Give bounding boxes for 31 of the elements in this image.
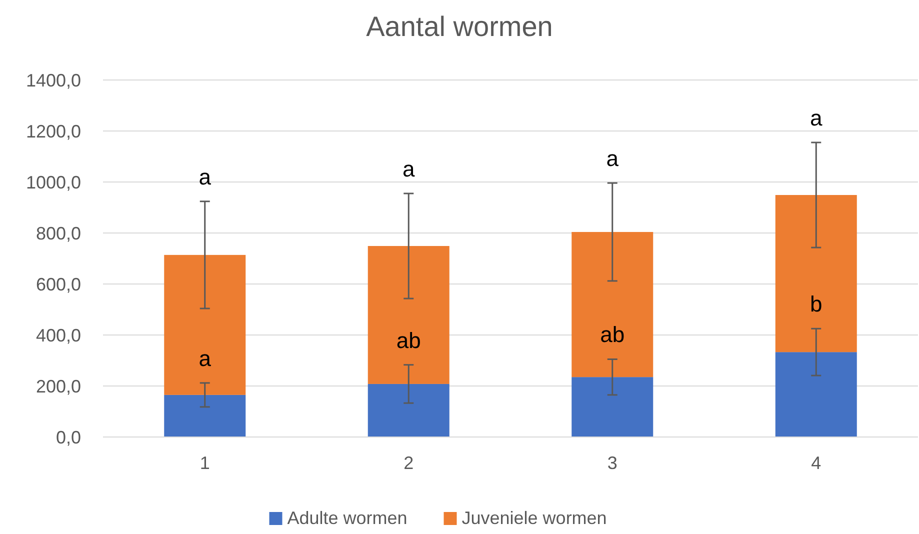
annotation: ab: [600, 322, 625, 348]
y-tick-label: 0,0: [56, 427, 81, 448]
bar: [775, 352, 857, 437]
annotation: a: [606, 146, 620, 172]
x-tick-label: 1: [200, 453, 210, 473]
bar: [775, 195, 857, 352]
chart-title: Aantal wormen: [366, 11, 553, 42]
annotation: a: [198, 346, 212, 371]
bar: [368, 246, 450, 384]
y-tick-label: 800,0: [36, 223, 81, 244]
legend-label: Adulte wormen: [287, 508, 408, 528]
bar: [572, 232, 654, 378]
x-tick-label: 3: [607, 453, 618, 473]
y-tick-label: 200,0: [36, 376, 81, 396]
y-tick-label: 600,0: [36, 274, 81, 294]
annotation: b: [810, 292, 822, 317]
bar: [164, 254, 246, 395]
annotation: a: [198, 164, 212, 190]
x-tick-label: 4: [811, 453, 822, 473]
y-tick-label: 1000,0: [26, 172, 81, 192]
bar: [572, 377, 654, 437]
y-tick-label: 1400,0: [26, 70, 81, 90]
x-tick-label: 2: [404, 453, 414, 473]
legend-label: Juveniele wormen: [462, 508, 607, 528]
annotation: a: [810, 105, 823, 130]
bar: [164, 394, 246, 437]
bar: [368, 384, 450, 437]
y-tick-label: 1200,0: [26, 121, 81, 142]
annotation: a: [402, 156, 416, 182]
annotation: ab: [396, 328, 421, 353]
y-tick-label: 400,0: [36, 325, 81, 346]
